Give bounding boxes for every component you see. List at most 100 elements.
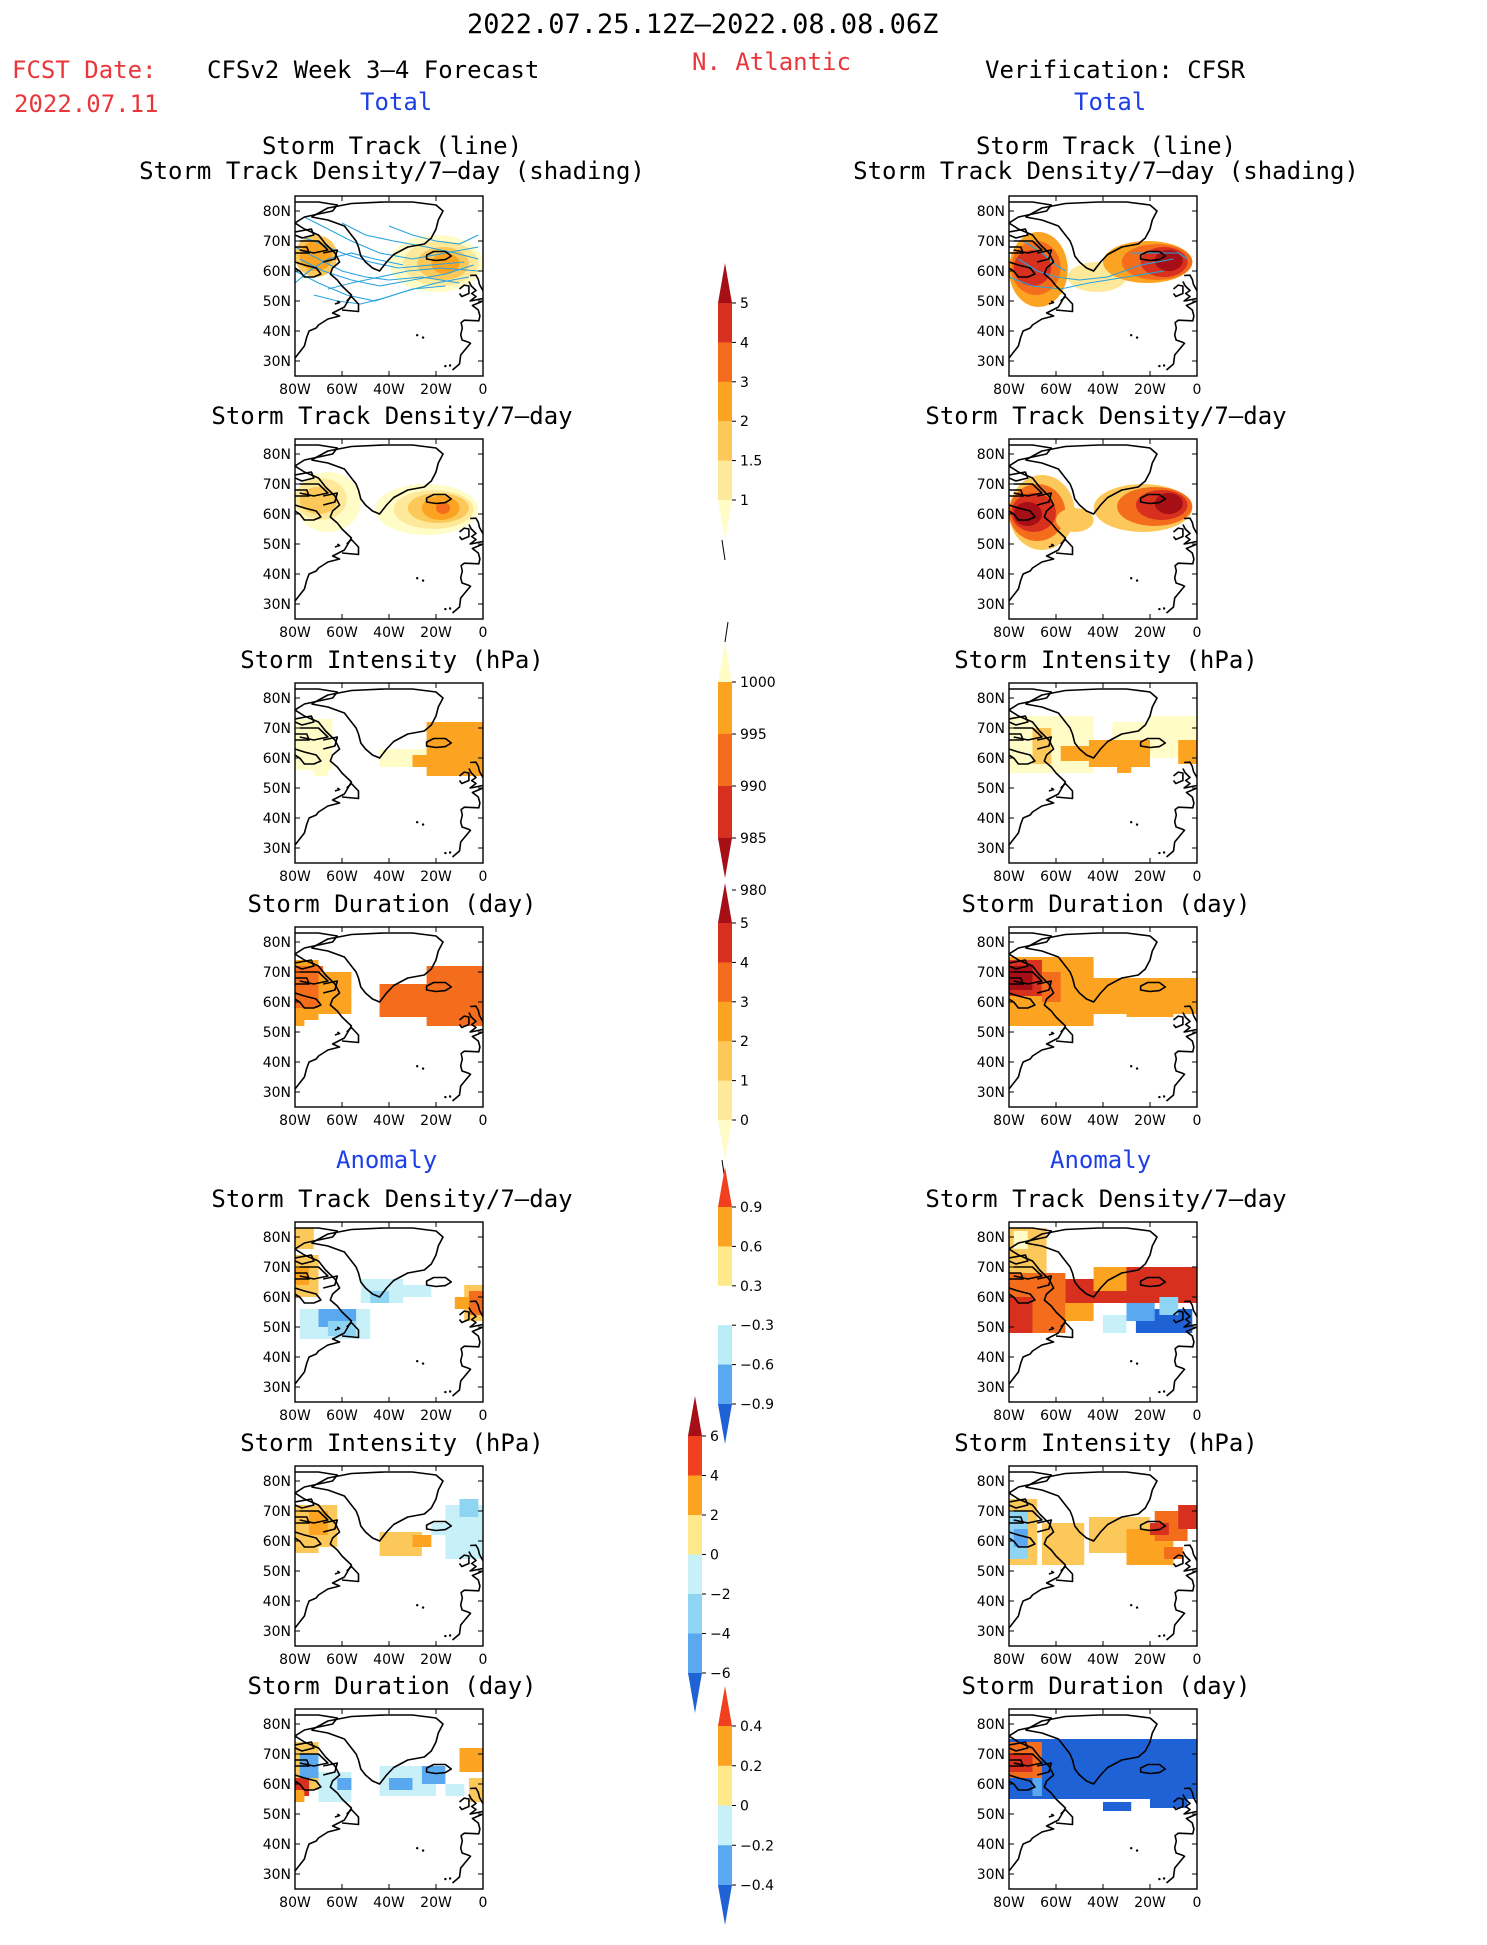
lat-label: 60N [263,751,291,767]
lon-label: 20W [420,869,452,885]
map-track-right: 80N 70N 60N 50N 40N 30N 80W 60W 40W 20W 0 [977,195,1207,406]
lon-label: 60W [1040,1113,1072,1129]
forecast-title: CFSv2 Week 3–4 Forecast [207,56,540,84]
colorbar-tick-label: 3 [740,995,749,1011]
lat-label: 70N [263,234,291,250]
lon-label: 80W [993,382,1025,398]
lat-label: 80N [977,691,1005,707]
colorbar-tick-label: 1000 [740,675,776,691]
colorbar-tick-label: 1.5 [740,454,762,470]
lon-label: 40W [1087,625,1119,641]
region-title: N. Atlantic [692,48,851,76]
colorbar-tick-label: 0 [740,1113,749,1129]
lon-label: 0 [479,869,488,885]
title-anom-duration-left: Storm Duration (day) [247,1672,537,1700]
map-anom-duration-right: 80N 70N 60N 50N 40N 30N 80W 60W 40W 20W 0 [977,1708,1207,1919]
lon-label: 20W [1134,1652,1166,1668]
lat-label: 80N [977,1230,1005,1246]
lon-label: 0 [479,1113,488,1129]
lon-label: 20W [1134,869,1166,885]
colorbar-tick-label: 5 [740,296,749,312]
lat-label: 70N [977,1260,1005,1276]
colorbar-tick-label: −0.9 [740,1397,774,1413]
lon-label: 20W [420,1408,452,1424]
colorbar-tick-label: 4 [710,1469,719,1485]
lon-label: 40W [373,1652,405,1668]
lat-label: 80N [977,204,1005,220]
title-anom-intensity-right: Storm Intensity (hPa) [954,1429,1258,1457]
lon-label: 20W [420,1652,452,1668]
colorbar-tick-label: 0.3 [740,1279,762,1295]
title-anom-density-left: Storm Track Density/7–day [211,1185,573,1213]
colorbar-tick-label: 4 [740,955,749,971]
lon-label: 60W [1040,1895,1072,1911]
lon-label: 40W [1087,869,1119,885]
colorbar-tick-label: −6 [710,1666,731,1682]
lon-label: 60W [326,1113,358,1129]
lat-label: 40N [263,1055,291,1071]
lat-label: 30N [977,1624,1005,1640]
lat-label: 80N [977,935,1005,951]
colorbar-tick-label: 985 [740,831,767,847]
map-duration-right: 80N 70N 60N 50N 40N 30N 80W 60W 40W 20W 0 [977,926,1207,1137]
lat-label: 50N [263,1320,291,1336]
lat-label: 80N [263,691,291,707]
lat-label: 40N [977,1594,1005,1610]
map-intensity-right: 80N 70N 60N 50N 40N 30N 80W 60W 40W 20W 0 [977,682,1207,893]
lat-label: 70N [977,965,1005,981]
lon-label: 80W [993,1113,1025,1129]
lat-label: 30N [977,597,1005,613]
lat-label: 60N [263,1777,291,1793]
colorbar-tick-label: 3 [740,375,749,391]
lon-label: 60W [326,382,358,398]
lat-label: 50N [977,781,1005,797]
colorbar-tick-label: 6 [710,1429,719,1445]
lat-label: 70N [263,1504,291,1520]
lat-label: 40N [977,1837,1005,1853]
map-anom-intensity-right: 80N 70N 60N 50N 40N 30N 80W 60W 40W 20W 0 [977,1465,1207,1676]
lon-label: 0 [1193,625,1202,641]
lon-label: 40W [1087,382,1119,398]
colorbar-tick-label: 2 [740,414,749,430]
lon-label: 60W [326,625,358,641]
lat-label: 30N [977,1867,1005,1883]
verification-title: Verification: CFSR [985,56,1246,84]
lon-label: 40W [1087,1652,1119,1668]
lat-label: 70N [977,234,1005,250]
lat-label: 60N [977,995,1005,1011]
lat-label: 30N [263,1867,291,1883]
map-anom-density-left: 80N 70N 60N 50N 40N 30N 80W 60W 40W 20W 0 [263,1221,493,1432]
lat-label: 70N [263,721,291,737]
lat-label: 50N [977,537,1005,553]
lat-label: 50N [263,294,291,310]
lat-label: 60N [263,264,291,280]
lon-label: 80W [279,625,311,641]
lon-label: 80W [279,1408,311,1424]
lat-label: 40N [263,1350,291,1366]
lat-label: 80N [977,1717,1005,1733]
lon-label: 80W [279,869,311,885]
lat-label: 50N [977,1564,1005,1580]
fcst-date-label: FCST Date: [12,56,157,84]
lon-label: 0 [479,1652,488,1668]
lon-label: 40W [1087,1895,1119,1911]
lon-label: 0 [1193,1652,1202,1668]
title-density-left: Storm Track Density/7–day [211,402,573,430]
title-density-right: Storm Track Density/7–day [925,402,1287,430]
lat-label: 70N [263,477,291,493]
lat-label: 40N [263,1837,291,1853]
lat-label: 50N [977,1025,1005,1041]
lon-label: 40W [373,869,405,885]
lat-label: 30N [263,841,291,857]
lon-label: 0 [1193,382,1202,398]
colorbar-anom-duration: 0.4 0.2 0 −0.2 −0.4 [718,0,808,1945]
colorbar-tick-label: 0.4 [740,1719,762,1735]
lon-label: 80W [279,1895,311,1911]
lon-label: 60W [326,869,358,885]
lat-label: 70N [263,1260,291,1276]
lat-label: 70N [977,477,1005,493]
lat-label: 80N [263,935,291,951]
lat-label: 80N [977,447,1005,463]
colorbar-tick-label: −0.6 [740,1358,774,1374]
lat-label: 60N [263,1534,291,1550]
